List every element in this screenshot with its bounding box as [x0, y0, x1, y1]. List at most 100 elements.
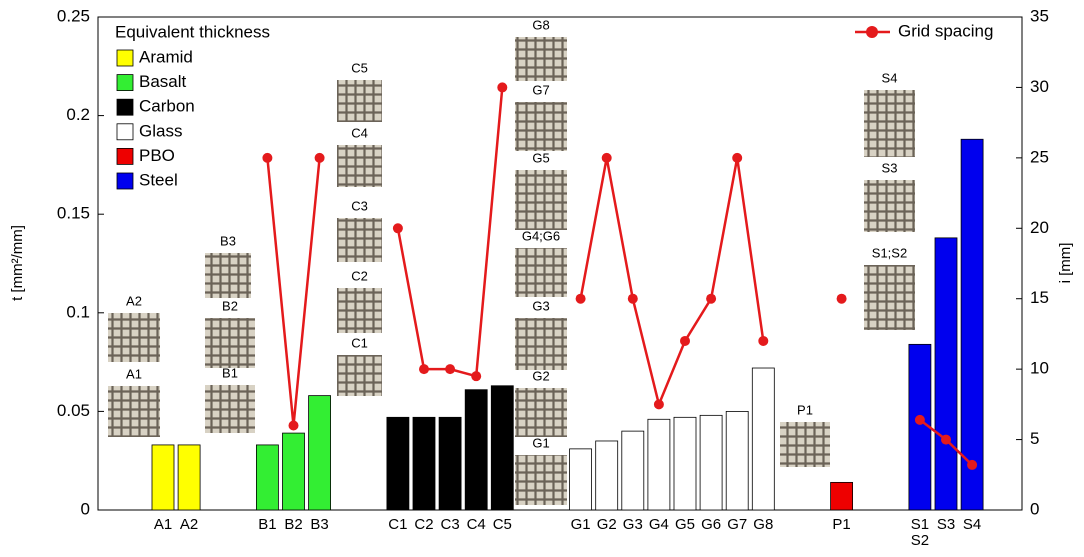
photo	[337, 288, 382, 333]
photo-label: G5	[532, 150, 549, 165]
photo	[108, 386, 160, 437]
photo-label: G4;G6	[522, 228, 560, 243]
bar	[386, 416, 410, 511]
photo-label: A2	[126, 293, 142, 308]
bar	[830, 481, 853, 511]
bar	[699, 414, 723, 511]
bar	[282, 432, 305, 511]
bar	[647, 418, 671, 511]
photo	[337, 80, 382, 122]
photo-label: C4	[351, 125, 368, 140]
line-marker	[680, 335, 690, 346]
legend-label: Glass	[139, 121, 182, 140]
line-marker	[314, 152, 325, 163]
x-tick-label: S2	[911, 532, 929, 549]
photo	[515, 248, 567, 297]
bar	[438, 416, 462, 511]
line-marker	[653, 399, 664, 410]
legend-label: PBO	[139, 146, 175, 165]
line-marker	[758, 335, 769, 346]
photo-label: C5	[351, 60, 368, 75]
x-tick-label: G2	[597, 516, 617, 533]
photo	[515, 170, 567, 230]
bar	[412, 416, 436, 511]
photo	[337, 355, 382, 396]
legend-label: Carbon	[139, 97, 195, 116]
y2-axis-label: i [mm]	[1057, 243, 1074, 284]
legend-marker	[866, 26, 878, 38]
x-tick-label: C2	[414, 516, 433, 533]
photo	[205, 385, 255, 433]
bar	[934, 237, 958, 511]
legend-swatch	[116, 74, 134, 91]
y2-tick-label: 25	[1030, 147, 1049, 166]
bar	[621, 430, 645, 511]
line-marker	[471, 371, 482, 382]
legend-label: Basalt	[139, 72, 187, 91]
photo-label: S4	[882, 70, 898, 85]
legend-swatch	[116, 98, 134, 116]
legend-label: Aramid	[139, 47, 193, 66]
line-marker	[914, 414, 925, 425]
photo	[515, 37, 567, 81]
bar	[569, 448, 592, 511]
x-tick-label: B1	[258, 516, 276, 533]
x-tick-label: G4	[649, 516, 669, 533]
x-tick-label: G3	[623, 516, 643, 533]
line-marker	[497, 82, 508, 93]
photo	[205, 318, 255, 368]
line-marker	[627, 293, 638, 304]
photo	[108, 313, 160, 362]
y-tick-label: 0.2	[66, 105, 90, 124]
photo	[515, 318, 567, 370]
x-tick-label: A2	[180, 516, 198, 533]
y2-tick-label: 5	[1030, 429, 1039, 448]
line-marker	[575, 293, 586, 304]
y2-tick-label: 30	[1030, 77, 1049, 96]
photo	[864, 180, 915, 232]
y-tick-label: 0.05	[57, 401, 90, 420]
photo	[864, 90, 915, 157]
legend-swatch	[116, 49, 134, 67]
photo-label: P1	[797, 402, 813, 417]
line-marker	[392, 223, 403, 234]
line-marker	[836, 293, 847, 304]
photo-label: B3	[220, 233, 236, 248]
x-tick-label: B2	[284, 516, 302, 533]
bar	[308, 395, 332, 511]
x-tick-label: G6	[701, 516, 721, 533]
x-tick-label: G1	[571, 516, 591, 533]
y2-tick-label: 35	[1030, 6, 1049, 25]
photo-label: A1	[126, 366, 142, 381]
legend-label: Steel	[139, 170, 178, 189]
y-tick-label: 0.1	[66, 302, 90, 321]
photo-label: C1	[351, 335, 368, 350]
y-tick-label: 0	[81, 499, 90, 518]
photo-label: G8	[532, 17, 549, 32]
y-tick-label: 0.15	[57, 204, 90, 223]
line-marker	[288, 420, 299, 431]
bar	[673, 416, 697, 511]
x-tick-label: S4	[963, 516, 981, 533]
x-tick-label: P1	[832, 516, 850, 533]
y2-tick-label: 10	[1030, 359, 1049, 378]
y2-tick-label: 15	[1030, 288, 1049, 307]
photo	[515, 455, 567, 505]
bar	[177, 444, 201, 511]
line-marker	[967, 459, 978, 470]
line-marker	[706, 293, 717, 304]
x-tick-label: C4	[467, 516, 486, 533]
x-tick-label: S1	[911, 516, 929, 533]
y-tick-label: 0.25	[57, 6, 90, 25]
y2-tick-label: 20	[1030, 218, 1049, 237]
bar	[960, 138, 984, 511]
bar	[725, 410, 749, 511]
line-marker	[601, 152, 612, 163]
x-tick-label: C1	[388, 516, 407, 533]
bar	[490, 385, 514, 511]
x-tick-label: S3	[937, 516, 955, 533]
line-marker	[445, 364, 456, 375]
photo	[780, 422, 830, 467]
line-marker	[732, 152, 743, 163]
